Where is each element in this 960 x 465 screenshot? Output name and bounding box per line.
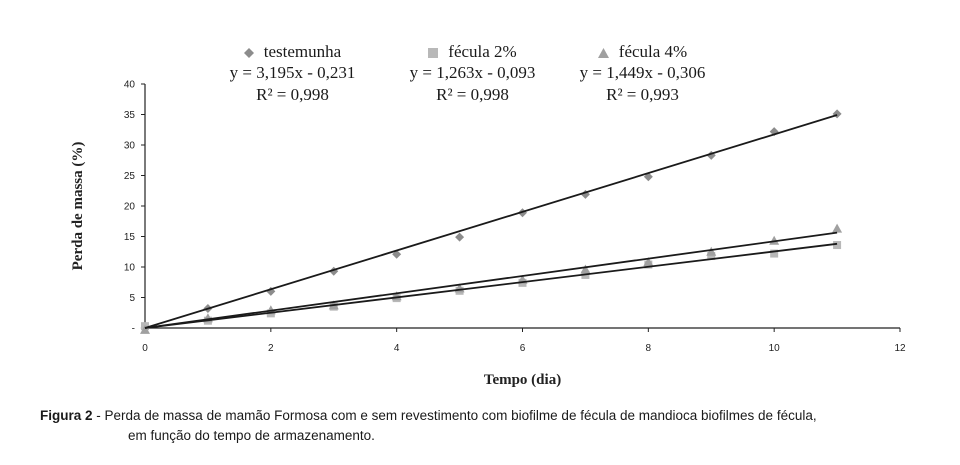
x-tick-label: 2 xyxy=(268,343,274,354)
data-point xyxy=(832,223,843,233)
y-tick-label: 40 xyxy=(124,80,136,91)
legend-label: fécula 2% xyxy=(448,42,517,61)
data-point xyxy=(707,252,716,261)
data-point xyxy=(832,109,842,119)
r-squared-value: R² = 0,993 xyxy=(606,85,679,104)
x-axis-label: Tempo (dia) xyxy=(484,372,561,388)
x-tick-label: 4 xyxy=(394,343,400,354)
y-tick-label: 25 xyxy=(124,171,136,182)
y-tick-label: - xyxy=(132,324,135,335)
legend-item-fecula-2: fécula 2% y = 1,263x - 0,093 R² = 0,998 xyxy=(385,42,560,106)
chart: - 5 10 15 20 25 30 35 40 0 2 4 6 8 10 12 Tempo (dia) Perd… xyxy=(70,80,906,389)
x-tick-label: 0 xyxy=(142,343,148,354)
y-tick-label: 30 xyxy=(124,141,136,152)
x-tick-label: 12 xyxy=(894,343,906,354)
data-point xyxy=(770,249,779,258)
data-point xyxy=(706,246,717,256)
y-tick-label: 15 xyxy=(124,232,136,243)
trend-line xyxy=(144,231,838,329)
figure-label: Figura 2 xyxy=(40,408,93,423)
data-point xyxy=(580,264,591,274)
x-tick-label: 8 xyxy=(646,343,652,354)
y-axis-label: Perda de massa (%) xyxy=(70,142,86,271)
legend-item-testemunha: testemunha y = 3,195x - 0,231 R² = 0,998 xyxy=(205,42,380,106)
legend-label: testemunha xyxy=(263,42,342,61)
trend-line xyxy=(144,114,838,329)
y-tick-label: 20 xyxy=(124,202,136,213)
x-tick-label: 6 xyxy=(520,343,526,354)
plot-area: - 5 10 15 20 25 30 35 40 0 2 4 6 8 10 12 Tempo (dia) Perd… xyxy=(70,80,906,389)
y-tick-label: 35 xyxy=(124,110,136,121)
legend-label: fécula 4% xyxy=(618,42,688,61)
y-tick-label: 10 xyxy=(124,263,136,274)
data-point xyxy=(833,241,842,250)
caption-text-line2: em função do tempo de armazenamento. xyxy=(128,428,375,443)
data-point xyxy=(643,257,654,267)
r-squared-value: R² = 0,998 xyxy=(256,85,329,104)
figure-caption: Figura 2 - Perda de massa de mamão Formo… xyxy=(40,406,940,446)
r-squared-value: R² = 0,998 xyxy=(436,85,509,104)
diamond-marker-icon xyxy=(243,48,254,59)
square-marker-icon xyxy=(428,48,439,59)
caption-text: - Perda de massa de mamão Formosa com e … xyxy=(92,408,817,423)
trendline-equation: y = 1,449x - 0,306 xyxy=(579,63,706,82)
triangle-marker-icon xyxy=(597,48,609,59)
y-tick-label: 5 xyxy=(129,293,135,304)
x-tick-label: 10 xyxy=(769,343,781,354)
trendline-equation: y = 3,195x - 0,231 xyxy=(229,63,356,82)
trendline-equation: y = 1,263x - 0,093 xyxy=(409,63,536,82)
data-point xyxy=(140,324,150,334)
data-point xyxy=(455,232,465,242)
trend-line xyxy=(144,242,838,329)
legend-item-fecula-4: fécula 4% y = 1,449x - 0,306 R² = 0,993 xyxy=(555,42,730,106)
